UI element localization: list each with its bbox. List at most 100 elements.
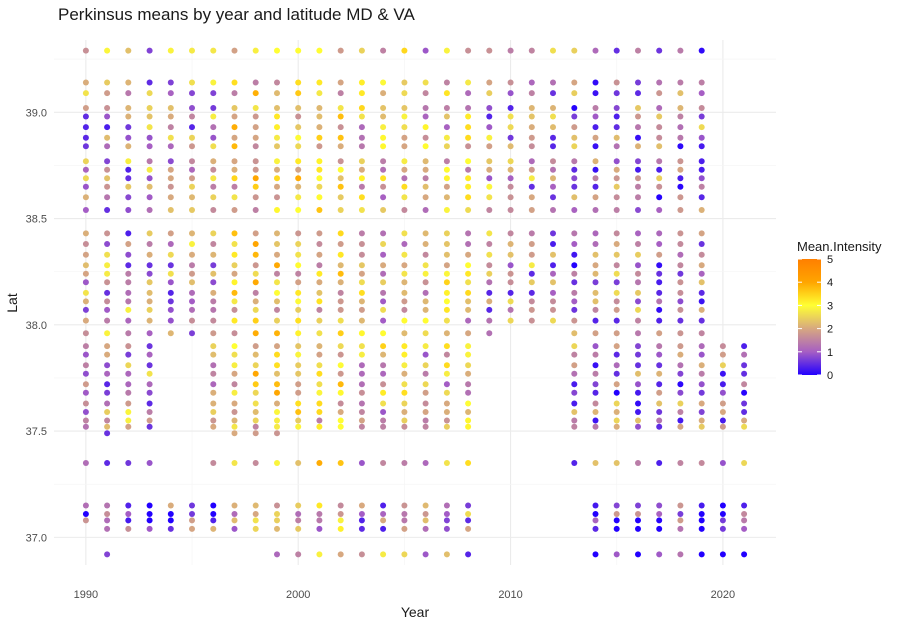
- data-point: [104, 317, 111, 324]
- data-point: [422, 134, 429, 141]
- data-point: [698, 330, 705, 337]
- data-point: [443, 317, 450, 324]
- data-point: [337, 517, 344, 524]
- data-point: [465, 251, 472, 258]
- data-point: [422, 251, 429, 258]
- data-point: [210, 330, 217, 337]
- data-point: [528, 298, 535, 305]
- data-point: [422, 241, 429, 247]
- data-point: [380, 351, 387, 358]
- data-point: [337, 134, 344, 141]
- data-point: [252, 362, 259, 369]
- data-point: [252, 298, 259, 305]
- data-point: [613, 105, 620, 111]
- data-point: [592, 317, 599, 324]
- data-point: [507, 143, 514, 150]
- data-point: [274, 241, 280, 247]
- data-point: [380, 317, 387, 324]
- data-point: [316, 143, 323, 150]
- data-point: [741, 362, 748, 369]
- data-point: [104, 423, 111, 430]
- data-point: [146, 270, 153, 277]
- data-point: [443, 158, 450, 165]
- data-point: [422, 460, 429, 466]
- data-point: [82, 207, 89, 213]
- data-point: [741, 351, 748, 358]
- data-point: [231, 517, 238, 524]
- data-point: [571, 381, 578, 388]
- data-point: [380, 343, 387, 350]
- data-point: [635, 79, 641, 86]
- data-point: [82, 330, 89, 337]
- data-point: [486, 270, 493, 277]
- data-point: [465, 79, 472, 86]
- data-point: [295, 113, 302, 120]
- data-point: [295, 417, 302, 424]
- data-point: [295, 460, 302, 466]
- data-point: [443, 525, 450, 532]
- data-point: [358, 207, 365, 213]
- data-point: [571, 330, 578, 337]
- data-point: [550, 194, 556, 201]
- data-point: [295, 270, 302, 277]
- data-point: [82, 409, 89, 415]
- data-point: [741, 551, 748, 558]
- data-point: [443, 79, 450, 86]
- data-point: [252, 47, 259, 54]
- data-point: [104, 370, 111, 377]
- data-point: [528, 230, 535, 237]
- data-point: [274, 90, 280, 97]
- data-point: [252, 389, 259, 396]
- data-point: [252, 134, 259, 141]
- data-point: [104, 183, 111, 190]
- data-point: [82, 343, 89, 350]
- data-point: [252, 175, 259, 182]
- data-point: [422, 207, 429, 213]
- data-point: [380, 389, 387, 396]
- data-point: [656, 362, 663, 369]
- data-point: [316, 551, 323, 558]
- data-point: [443, 143, 450, 150]
- data-point: [316, 183, 323, 190]
- data-point: [231, 194, 238, 201]
- data-point: [507, 134, 514, 141]
- data-point: [465, 317, 472, 324]
- data-point: [295, 306, 302, 313]
- data-point: [189, 525, 195, 532]
- data-point: [465, 502, 472, 509]
- data-point: [231, 47, 238, 54]
- data-point: [571, 134, 578, 141]
- data-point: [82, 511, 89, 517]
- data-point: [380, 525, 387, 532]
- data-point: [465, 166, 472, 173]
- data-point: [125, 460, 132, 466]
- data-point: [104, 298, 111, 305]
- data-point: [592, 105, 599, 111]
- data-point: [635, 306, 641, 313]
- data-point: [189, 317, 195, 324]
- data-point: [380, 306, 387, 313]
- data-point: [656, 183, 663, 190]
- data-point: [592, 262, 599, 269]
- data-point: [125, 105, 132, 111]
- data-point: [698, 362, 705, 369]
- data-point: [231, 279, 238, 286]
- data-point: [252, 158, 259, 165]
- y-tick-label: 37.0: [26, 532, 47, 544]
- data-point: [104, 113, 111, 120]
- data-point: [635, 124, 641, 131]
- data-point: [656, 460, 663, 466]
- data-point: [189, 289, 195, 296]
- data-point: [698, 525, 705, 532]
- data-point: [592, 423, 599, 430]
- data-point: [337, 317, 344, 324]
- grid: [54, 40, 776, 565]
- data-point: [592, 409, 599, 415]
- data-point: [422, 90, 429, 97]
- data-point: [656, 511, 663, 517]
- data-point: [401, 370, 408, 377]
- data-point: [613, 279, 620, 286]
- data-point: [528, 270, 535, 277]
- data-point: [592, 270, 599, 277]
- data-point: [656, 370, 663, 377]
